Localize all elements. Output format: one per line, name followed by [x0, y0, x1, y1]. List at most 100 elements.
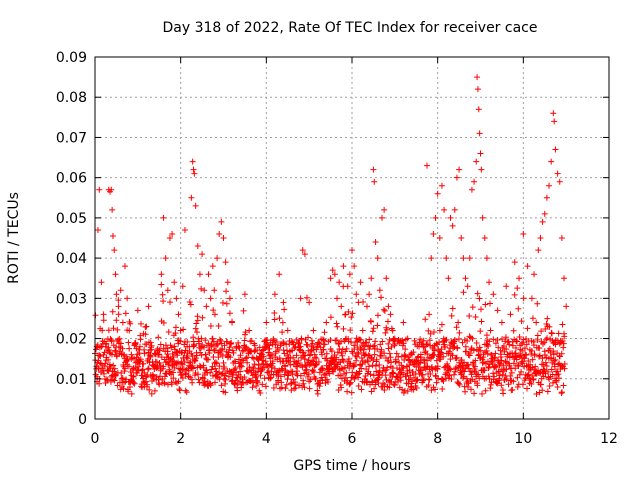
bg-point	[348, 314, 355, 321]
bg-point	[131, 380, 138, 387]
data-point	[173, 295, 180, 302]
bg-point	[487, 300, 494, 307]
bg-point	[313, 361, 320, 368]
bg-point	[212, 379, 219, 386]
bg-point	[503, 366, 510, 373]
x-tick-label: 6	[348, 431, 357, 447]
bg-point	[277, 373, 284, 380]
data-point	[171, 279, 178, 286]
bg-point	[240, 307, 247, 314]
bg-point	[294, 363, 301, 370]
bg-point	[296, 340, 303, 347]
data-point	[334, 295, 341, 302]
data-point	[441, 206, 448, 213]
data-point	[535, 247, 542, 254]
x-tick-label: 12	[600, 431, 618, 447]
data-point	[199, 251, 206, 258]
bg-point	[112, 372, 119, 379]
bg-point	[103, 376, 110, 383]
bg-point	[420, 337, 427, 344]
data-point	[226, 295, 233, 302]
bg-point	[469, 304, 476, 311]
bg-point	[366, 336, 373, 343]
bg-point	[125, 388, 132, 395]
data-point	[254, 379, 261, 386]
bg-point	[225, 373, 232, 380]
bg-point	[443, 336, 450, 343]
bg-point	[519, 358, 526, 365]
bg-point	[219, 352, 226, 359]
bg-point	[474, 382, 481, 389]
bg-point	[539, 355, 546, 362]
data-point	[474, 74, 481, 81]
bg-point	[497, 360, 504, 367]
bg-point	[139, 366, 146, 373]
bg-point	[237, 368, 244, 375]
data-point	[478, 166, 485, 173]
bg-point	[221, 364, 228, 371]
data-point	[96, 186, 103, 193]
bg-point	[307, 361, 314, 368]
bg-point	[223, 300, 230, 307]
bg-point	[280, 339, 287, 346]
bg-point	[468, 346, 475, 353]
bg-point	[282, 363, 289, 370]
data-point	[119, 319, 126, 326]
bg-point	[278, 384, 285, 391]
data-point	[537, 235, 544, 241]
bg-point	[218, 371, 225, 378]
bg-point	[316, 340, 323, 347]
bg-point	[498, 357, 505, 364]
bg-point	[351, 361, 358, 368]
bg-point	[461, 359, 468, 366]
bg-point	[215, 323, 222, 330]
bg-point	[515, 362, 522, 369]
bg-point	[492, 340, 499, 347]
data-point	[104, 367, 111, 374]
bg-point	[378, 346, 385, 353]
data-point	[336, 279, 343, 286]
bg-point	[473, 339, 480, 346]
bg-point	[462, 388, 469, 395]
bg-point	[201, 378, 208, 385]
bg-point	[278, 379, 285, 386]
bg-point	[406, 362, 413, 369]
bg-point	[272, 348, 279, 355]
bg-point	[255, 361, 262, 368]
data-point	[259, 351, 266, 358]
bg-point	[546, 345, 553, 352]
bg-point	[131, 355, 138, 362]
bg-point	[333, 320, 340, 327]
bg-point	[344, 377, 351, 384]
data-point	[218, 218, 225, 225]
data-point	[224, 279, 231, 286]
bg-point	[515, 363, 522, 370]
data-point	[507, 311, 514, 318]
bg-point	[515, 305, 522, 312]
bg-point	[486, 375, 493, 382]
bg-point	[343, 369, 350, 376]
bg-point	[247, 378, 254, 385]
bg-point	[491, 354, 498, 361]
data-point	[121, 263, 128, 270]
bg-point	[340, 325, 347, 332]
bg-point	[414, 376, 421, 383]
bg-point	[327, 314, 334, 321]
bg-point	[510, 327, 517, 334]
bg-point	[427, 370, 434, 377]
bg-point	[319, 365, 326, 372]
data-point	[443, 255, 450, 262]
bg-point	[513, 356, 520, 363]
bg-point	[455, 380, 462, 387]
data-point	[280, 299, 287, 306]
data-point	[189, 158, 196, 165]
bg-point	[520, 336, 527, 343]
bg-point	[371, 351, 378, 358]
data-point	[494, 307, 501, 314]
bg-point	[205, 356, 212, 363]
bg-point	[500, 343, 507, 350]
data-point	[94, 226, 101, 233]
bg-point	[469, 335, 476, 342]
data-point	[327, 275, 334, 282]
